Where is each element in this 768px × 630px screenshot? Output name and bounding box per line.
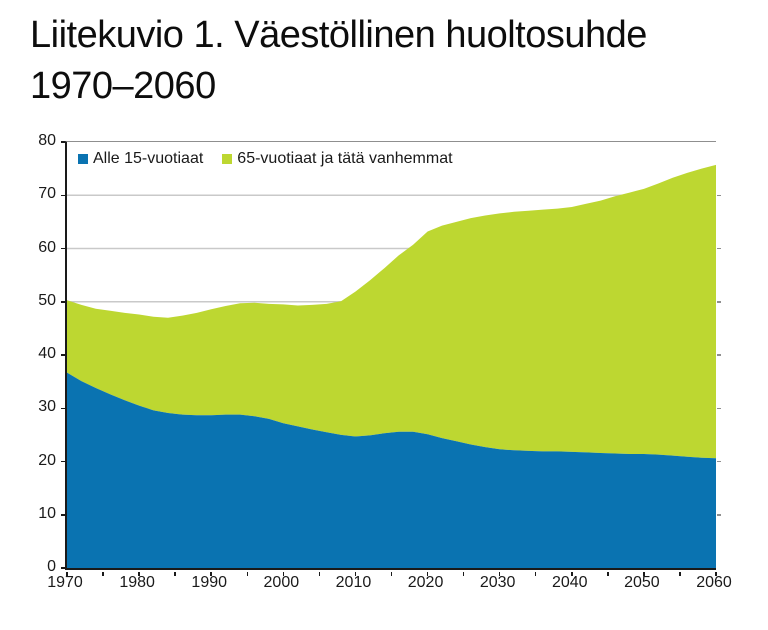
legend-label-under15: Alle 15-vuotiaat xyxy=(93,150,204,167)
x-axis-tick xyxy=(66,572,68,576)
x-axis-label: 2050 xyxy=(624,574,660,591)
legend-item-over65: 65-vuotiaat ja tätä vanhemmat xyxy=(222,150,453,168)
x-axis-tick xyxy=(138,572,140,576)
x-axis-label: 2020 xyxy=(407,574,444,591)
y-axis-label: 40 xyxy=(38,345,56,362)
y-axis-label: 70 xyxy=(38,185,56,203)
area-over65 xyxy=(67,164,716,459)
y-axis-tick xyxy=(61,567,65,569)
y-axis-tick xyxy=(61,354,65,356)
x-axis-label: 2030 xyxy=(479,574,516,591)
x-axis-tick xyxy=(390,572,393,576)
right-edge-tick xyxy=(717,247,721,250)
chart-title: Liitekuvio 1. Väestöllinen huoltosuhde 1… xyxy=(30,10,760,112)
y-axis-label: 50 xyxy=(38,291,56,309)
x-axis-tick xyxy=(534,572,537,576)
x-axis-label: 2010 xyxy=(335,574,372,591)
y-axis-tick xyxy=(61,514,65,516)
x-axis-label: 1970 xyxy=(47,574,83,591)
legend-swatch-over65-icon xyxy=(222,154,233,164)
legend-label-over65: 65-vuotiaat ja tätä vanhemmat xyxy=(237,150,453,167)
x-axis-tick xyxy=(210,572,212,576)
x-axis-tick xyxy=(679,572,681,576)
right-edge-tick xyxy=(717,514,721,516)
area-under15 xyxy=(67,372,716,568)
right-edge-tick xyxy=(717,194,721,196)
x-axis-label: 1980 xyxy=(119,574,155,591)
x-axis-tick xyxy=(607,572,609,576)
y-axis-tick xyxy=(61,301,65,303)
stacked-area-chart xyxy=(67,164,716,568)
x-axis-tick xyxy=(462,572,465,576)
y-axis-tick xyxy=(61,460,65,463)
x-axis-tick xyxy=(174,572,176,576)
x-axis-label: 2000 xyxy=(263,574,300,591)
y-axis-label: 30 xyxy=(38,398,56,416)
x-axis-tick xyxy=(318,572,321,576)
legend: Alle 15-vuotiaat 65-vuotiaat ja tätä van… xyxy=(78,150,453,168)
x-axis-tick xyxy=(102,572,104,576)
chart-title-line1: Liitekuvio 1. Väestöllinen huoltosuhde xyxy=(30,14,647,56)
y-axis-tick xyxy=(61,141,65,143)
x-axis-tick xyxy=(426,572,429,576)
x-axis-tick xyxy=(246,572,249,576)
y-axis-tick xyxy=(61,194,65,196)
x-axis-tick xyxy=(643,572,645,576)
y-axis-label: 20 xyxy=(38,451,56,469)
x-axis-label: 2060 xyxy=(696,574,732,591)
chart-title-line2: 1970–2060 xyxy=(30,65,216,107)
x-axis-label: 2040 xyxy=(551,574,588,591)
legend-swatch-under15-icon xyxy=(78,154,88,164)
right-edge-tick xyxy=(717,407,721,409)
y-axis-label: 10 xyxy=(38,504,56,522)
x-axis-tick xyxy=(282,572,285,576)
plot-area xyxy=(61,141,721,576)
x-axis-tick xyxy=(354,572,357,576)
y-axis-tick xyxy=(61,407,65,409)
x-axis-label: 1990 xyxy=(191,574,228,591)
x-axis-tick xyxy=(715,572,717,576)
right-edge-tick xyxy=(717,354,721,356)
y-axis-label: 60 xyxy=(38,238,56,256)
y-axis-tick xyxy=(61,247,65,250)
legend-item-under15: Alle 15-vuotiaat xyxy=(78,150,203,168)
right-edge-tick xyxy=(717,301,721,303)
x-axis-tick xyxy=(498,572,501,576)
y-axis-label: 0 xyxy=(47,558,56,575)
y-axis-label: 80 xyxy=(38,132,56,149)
x-axis-tick xyxy=(571,572,573,576)
right-edge-tick xyxy=(717,460,721,463)
